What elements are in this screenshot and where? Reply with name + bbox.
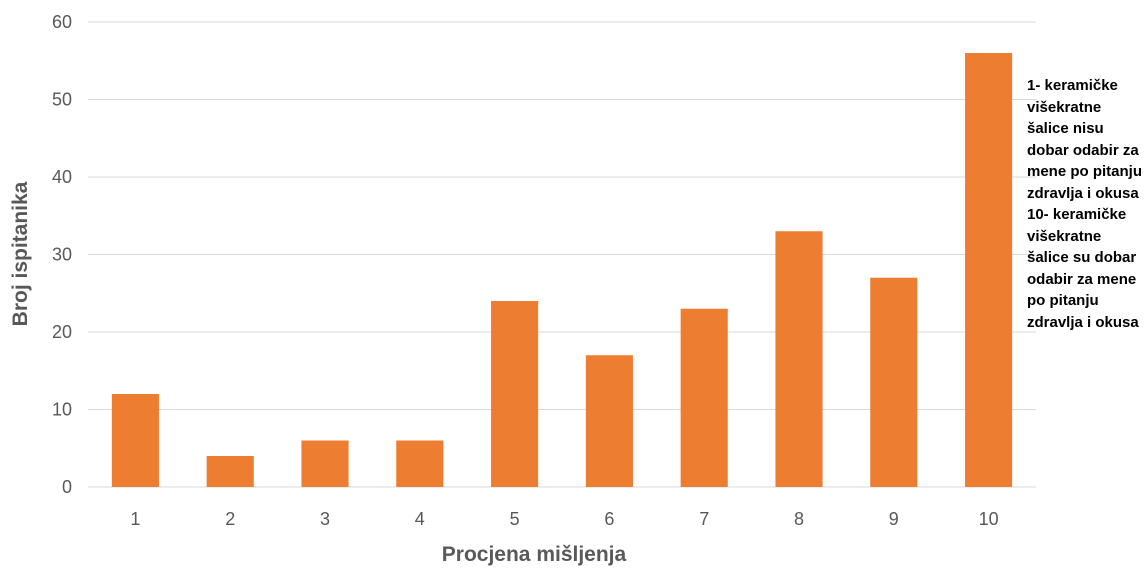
y-tick-label: 50 — [52, 90, 72, 110]
y-tick-labels: 0 10 20 30 40 50 60 — [52, 12, 72, 497]
bar-2 — [206, 456, 254, 487]
bar-1 — [111, 394, 159, 487]
x-tick-label: 5 — [510, 509, 520, 529]
gridlines — [88, 21, 1036, 488]
scale-annotation: 1- keramičke višekratne šalice nisu doba… — [1027, 75, 1145, 333]
bar-4 — [396, 440, 444, 487]
bar-5 — [491, 301, 539, 487]
bar-9 — [870, 277, 918, 487]
x-tick-label: 10 — [979, 509, 999, 529]
x-tick-label: 6 — [604, 509, 614, 529]
annotation-low: 1- keramičke višekratne šalice nisu doba… — [1027, 77, 1143, 202]
x-tick-labels: 1 2 3 4 5 6 7 8 9 10 — [130, 509, 998, 529]
x-tick-label: 8 — [794, 509, 804, 529]
x-tick-label: 2 — [225, 509, 235, 529]
x-tick-label: 7 — [699, 509, 709, 529]
annotation-high: 10- keramičke višekratne šalice su dobar… — [1027, 206, 1139, 331]
bar-7 — [680, 308, 728, 487]
x-tick-label: 9 — [889, 509, 899, 529]
bar-10 — [965, 53, 1013, 487]
y-tick-label: 60 — [52, 12, 72, 32]
bar-8 — [775, 231, 823, 487]
x-tick-label: 3 — [320, 509, 330, 529]
x-tick-label: 4 — [415, 509, 425, 529]
y-tick-label: 30 — [52, 245, 72, 265]
x-tick-label: 1 — [130, 509, 140, 529]
y-axis-title: Broj ispitanika — [9, 181, 32, 326]
bar-3 — [301, 440, 349, 487]
bar-6 — [585, 355, 633, 487]
y-tick-label: 0 — [62, 477, 72, 497]
x-axis-title: Procjena mišljenja — [442, 543, 627, 566]
y-tick-label: 40 — [52, 167, 72, 187]
y-tick-label: 20 — [52, 322, 72, 342]
y-tick-label: 10 — [52, 400, 72, 420]
bars — [111, 53, 1013, 487]
